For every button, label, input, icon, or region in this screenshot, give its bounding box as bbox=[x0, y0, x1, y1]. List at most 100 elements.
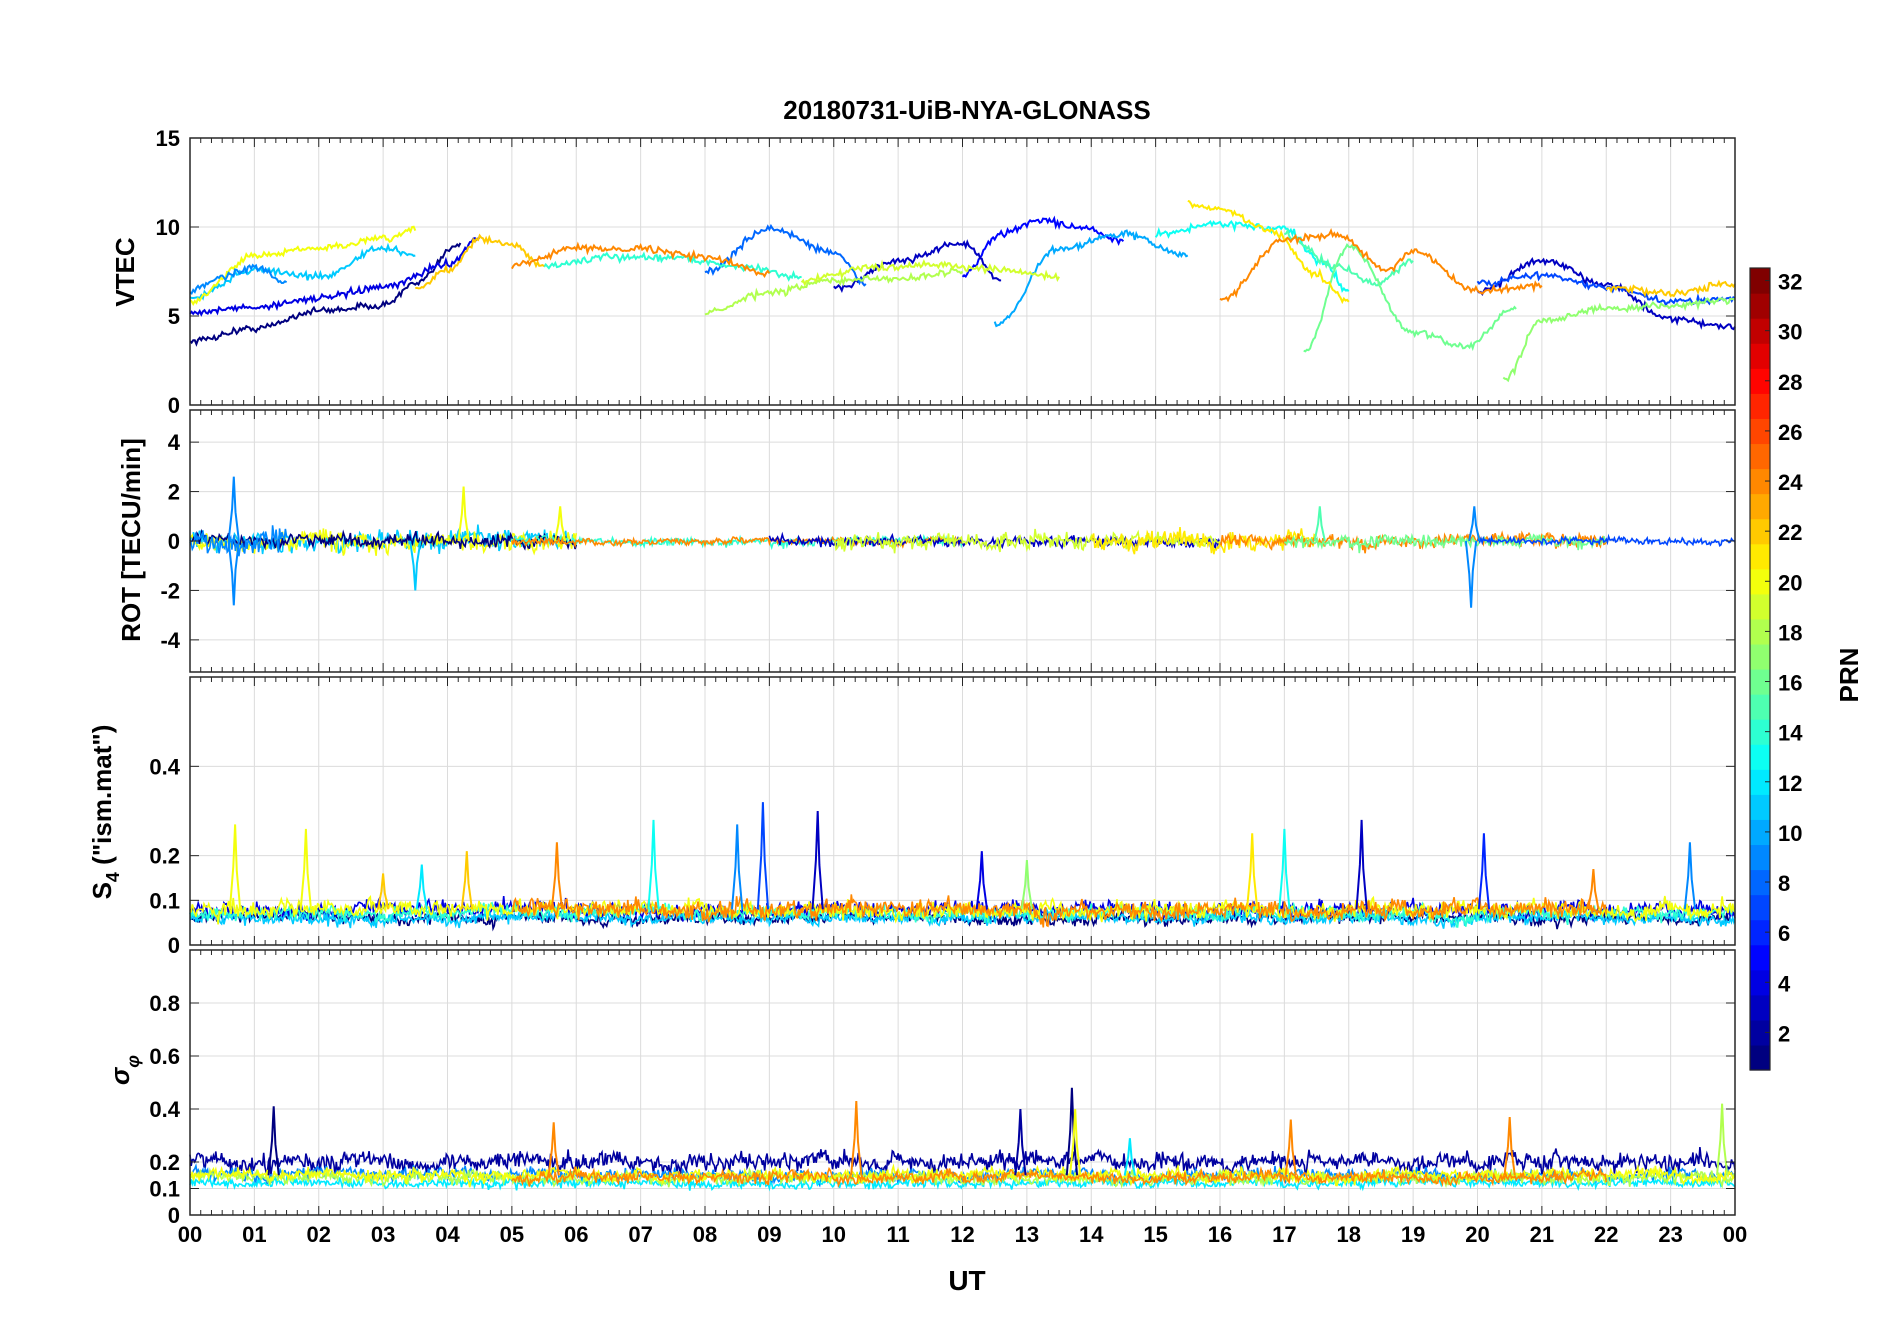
colorbar-segment bbox=[1750, 368, 1770, 394]
x-axis-label: UT bbox=[948, 1265, 985, 1296]
y-tick-label: 2 bbox=[168, 480, 180, 505]
axis-frame bbox=[189, 137, 1736, 406]
rot-panel: -4 -2 0 2 4 ROT [TECU/min] bbox=[116, 409, 1736, 673]
x-tick-label: 20 bbox=[1465, 1222, 1489, 1247]
axis-frame bbox=[189, 949, 1736, 1216]
y-tick-label: 0.1 bbox=[149, 1177, 180, 1202]
vtec-series-prn-24 bbox=[511, 241, 771, 278]
vtec-panel: 0 5 10 15 VTEC bbox=[110, 126, 1736, 418]
colorbar-segment bbox=[1750, 343, 1770, 369]
colorbar-segment bbox=[1750, 318, 1770, 344]
spike-prn-11 bbox=[409, 540, 422, 591]
noise-series-prn-2 bbox=[189, 1147, 1736, 1177]
colorbar-label: PRN bbox=[1834, 648, 1864, 703]
colorbar-segment bbox=[1750, 1019, 1770, 1046]
colorbar-segment bbox=[1750, 543, 1770, 570]
x-tick-label: 01 bbox=[242, 1222, 266, 1247]
vtec-series-prn-13 bbox=[1154, 219, 1350, 293]
y-tick-label: 0.4 bbox=[149, 754, 180, 779]
noise-series-prn-21 bbox=[1090, 527, 1317, 555]
noise-series-prn-24 bbox=[511, 894, 1608, 928]
vtec-axis-label: VTEC bbox=[110, 237, 140, 307]
vtec-series-prn-8 bbox=[704, 223, 867, 287]
y-tick-label: 0 bbox=[168, 1203, 180, 1228]
spike-prn-24 bbox=[547, 1122, 560, 1176]
x-tick-label: 13 bbox=[1015, 1222, 1039, 1247]
colorbar-tick-label: 4 bbox=[1778, 971, 1791, 996]
x-tick-label: 16 bbox=[1208, 1222, 1232, 1247]
chart-title: 20180731-UiB-NYA-GLONASS bbox=[783, 95, 1151, 125]
y-tick-label: 0 bbox=[168, 393, 180, 418]
y-tick-label: 0.2 bbox=[149, 844, 180, 869]
colorbar-tick-label: 2 bbox=[1778, 1021, 1790, 1046]
colorbar-tick-label: 28 bbox=[1778, 370, 1802, 395]
spike-prn-24 bbox=[1284, 1119, 1297, 1176]
noise-series-prn-3 bbox=[768, 531, 1221, 551]
x-tick-label: 08 bbox=[693, 1222, 717, 1247]
x-tick-label: 12 bbox=[950, 1222, 974, 1247]
spike-prn-17 bbox=[1020, 860, 1033, 910]
vtec-series-prn-9 bbox=[189, 263, 288, 295]
colorbar-segment bbox=[1750, 844, 1770, 871]
colorbar-frame bbox=[1749, 267, 1771, 1071]
noise-series-prn-1 bbox=[189, 528, 578, 551]
colorbar-tick-label: 10 bbox=[1778, 821, 1802, 846]
x-tick-label: 00 bbox=[1723, 1222, 1747, 1247]
noise-series-prn-12 bbox=[189, 1172, 1736, 1192]
colorbar-segment bbox=[1750, 794, 1770, 820]
y-tick-label: 4 bbox=[168, 430, 181, 455]
colorbar-tick-label: 22 bbox=[1778, 520, 1802, 545]
colorbar-segment bbox=[1750, 393, 1770, 419]
spike-prn-15 bbox=[1313, 506, 1326, 542]
spike-prn-21 bbox=[1246, 833, 1259, 910]
spike-prn-18 bbox=[1716, 1103, 1729, 1176]
s4-axis-label: S4 ("ism.mat") bbox=[87, 725, 123, 900]
x-tick-label: 05 bbox=[500, 1222, 524, 1247]
vtec-series-prn-10 bbox=[993, 229, 1189, 328]
spike-prn-9 bbox=[1464, 540, 1478, 608]
x-tick-label: 11 bbox=[886, 1222, 909, 1247]
s4-panel: 0 0.1 0.2 0.4 S4 ("ism.mat") bbox=[87, 676, 1736, 958]
spike-prn-12 bbox=[415, 864, 428, 910]
y-tick-label: 0 bbox=[168, 529, 180, 554]
spike-prn-9 bbox=[227, 476, 240, 542]
vtec-series-prn-22 bbox=[1605, 279, 1736, 298]
vtec-series-prn-7 bbox=[1476, 270, 1736, 307]
y-tick-label: 15 bbox=[156, 126, 180, 151]
vtec-series-prn-15 bbox=[1283, 228, 1414, 287]
x-tick-label: 14 bbox=[1079, 1222, 1104, 1247]
spike-prn-9 bbox=[731, 824, 744, 910]
x-tick-label: 10 bbox=[822, 1222, 846, 1247]
colorbar-segment bbox=[1750, 744, 1770, 770]
colorbar-segment bbox=[1750, 694, 1770, 720]
spike-prn-12 bbox=[1123, 1138, 1136, 1176]
spike-prn-20 bbox=[228, 824, 242, 910]
x-tick-label: 19 bbox=[1401, 1222, 1425, 1247]
spike-prn-22 bbox=[377, 873, 390, 910]
x-tick-label: 17 bbox=[1272, 1222, 1296, 1247]
colorbar-tick-label: 6 bbox=[1778, 921, 1790, 946]
spike-prn-2 bbox=[1014, 1108, 1027, 1176]
colorbar-segment bbox=[1750, 819, 1770, 846]
colorbar-segment bbox=[1750, 418, 1770, 445]
colorbar-segment bbox=[1750, 268, 1770, 294]
noise-series-prn-7 bbox=[1476, 533, 1736, 548]
colorbar-tick-label: 12 bbox=[1778, 771, 1802, 796]
x-tick-label: 18 bbox=[1337, 1222, 1361, 1247]
y-tick-label: 0.2 bbox=[149, 1150, 180, 1175]
colorbar-segment bbox=[1750, 618, 1770, 645]
colorbar-tick-label: 8 bbox=[1778, 871, 1790, 896]
colorbar-tick-label: 26 bbox=[1778, 420, 1802, 445]
vtec-series-prn-17 bbox=[1502, 297, 1736, 383]
vtec-series-prn-4 bbox=[189, 236, 481, 317]
spike-prn-9 bbox=[227, 540, 240, 606]
x-tick-label: 15 bbox=[1143, 1222, 1167, 1247]
spike-prn-13 bbox=[1278, 828, 1291, 910]
colorbar-segment bbox=[1750, 994, 1770, 1021]
spike-prn-24 bbox=[550, 842, 564, 910]
y-tick-label: 0.1 bbox=[149, 888, 180, 913]
y-tick-label: 0.6 bbox=[149, 1044, 180, 1069]
vtec-series-prn-18 bbox=[704, 267, 964, 316]
colorbar-tick-label: 20 bbox=[1778, 570, 1802, 595]
